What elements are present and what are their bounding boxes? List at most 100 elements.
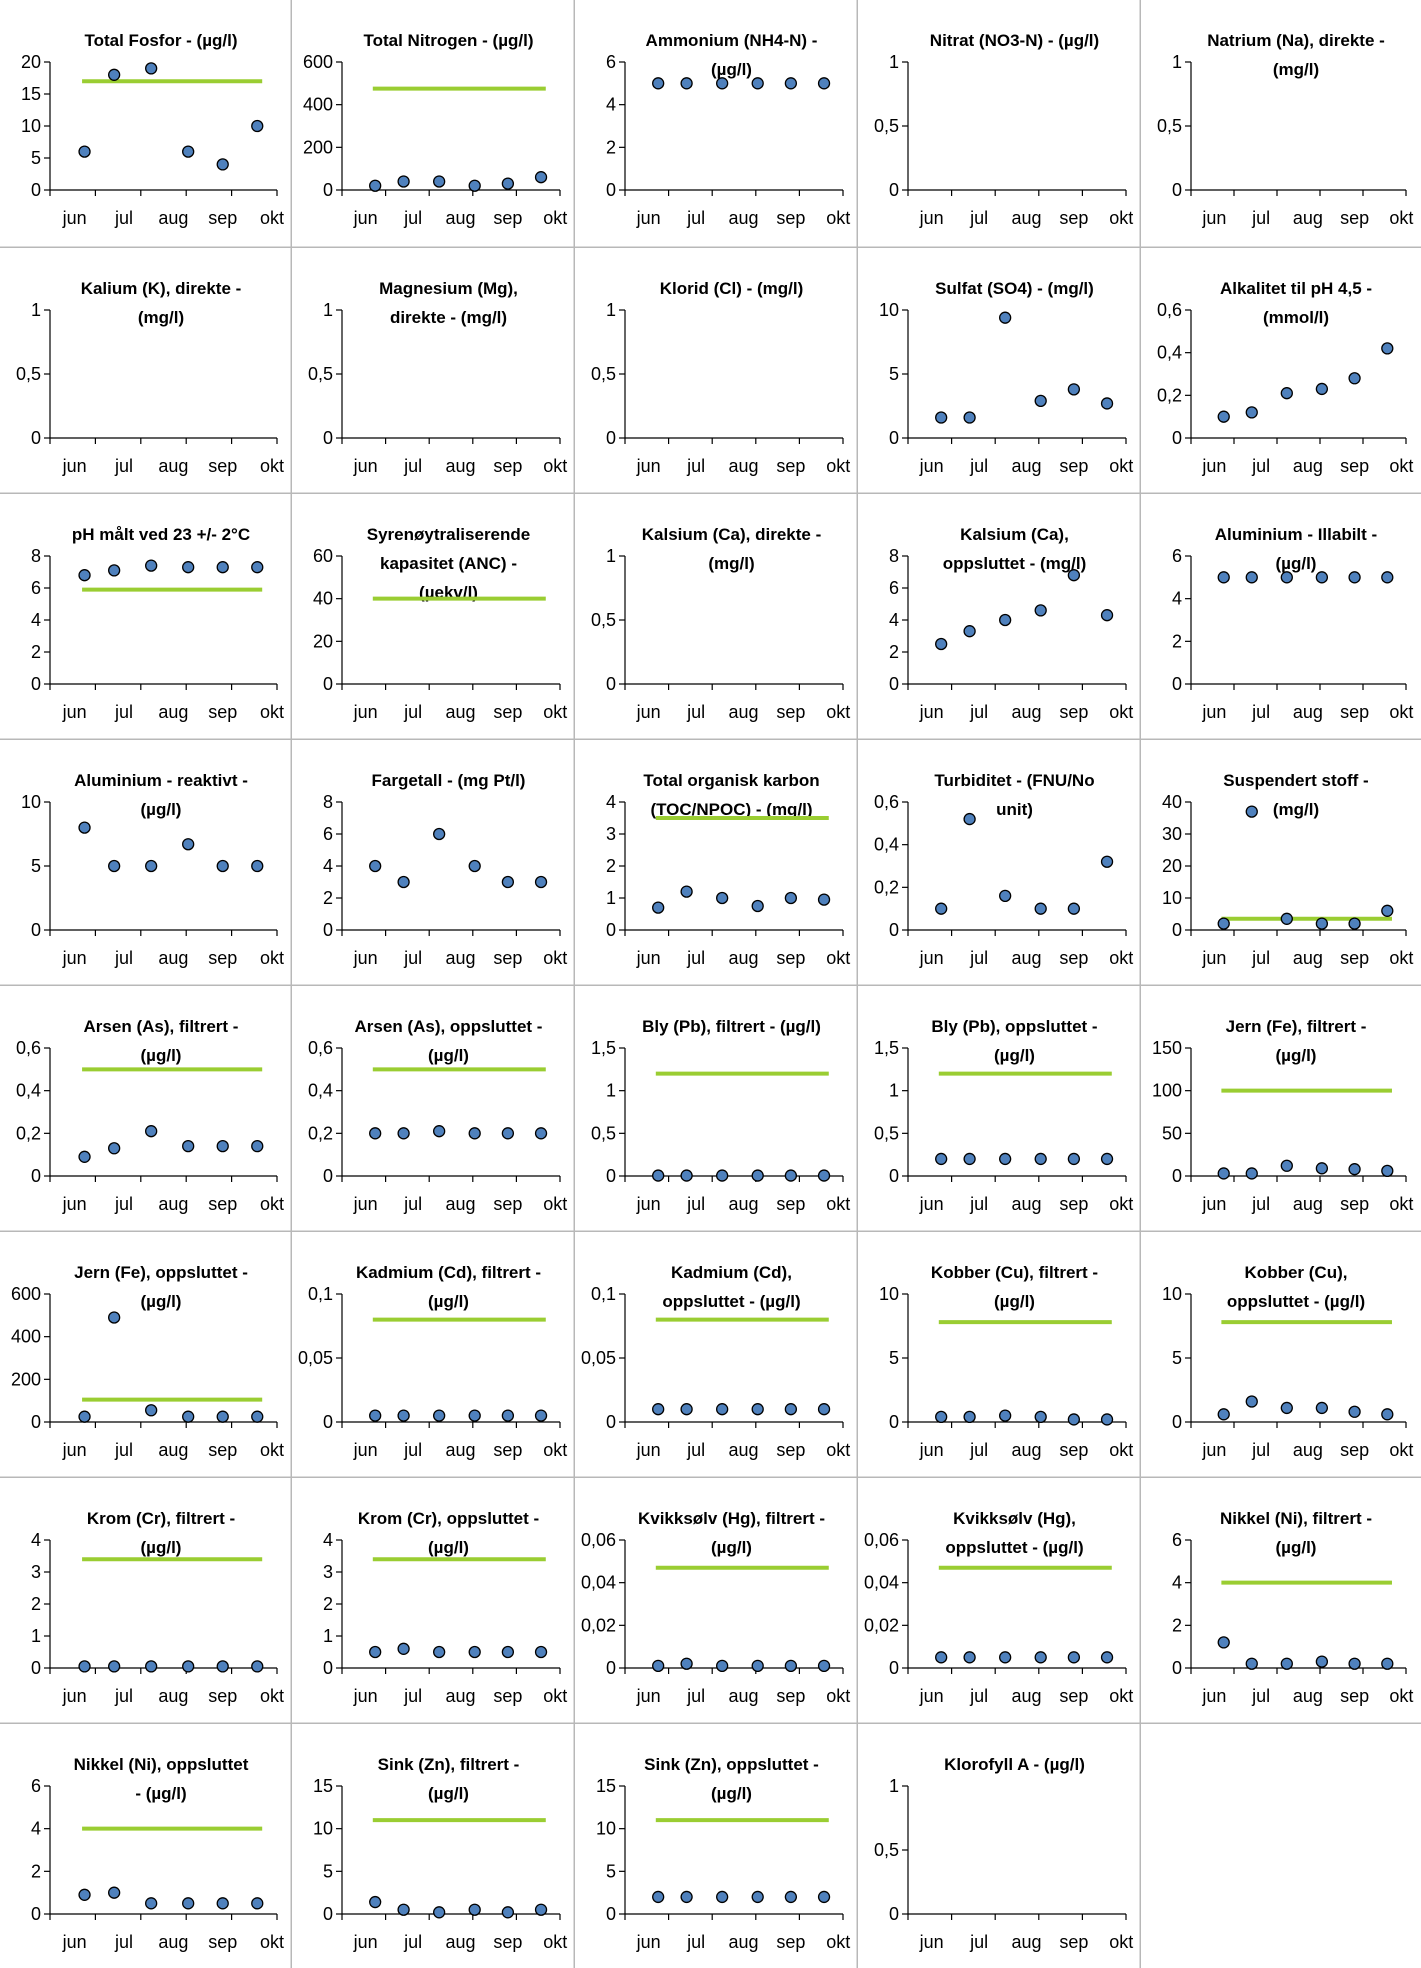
chart-panel-14: Aluminium - Illabilt -(µg/l) 0 2 4 6 jun jul au… bbox=[1141, 525, 1421, 740]
y-tick-label: 0,5 bbox=[591, 1123, 616, 1143]
data-point bbox=[78, 1150, 91, 1163]
x-tick-label-sep: sep bbox=[1059, 1440, 1088, 1460]
data-point bbox=[817, 77, 831, 90]
x-tick-label-jul: jul bbox=[1251, 702, 1270, 722]
chart-title: Sink (Zn), oppsluttet -(µg/l) bbox=[644, 1755, 819, 1803]
y-tick-label: 0 bbox=[323, 180, 333, 200]
y-tick-label: 0 bbox=[1172, 1658, 1182, 1678]
data-point bbox=[369, 859, 382, 873]
data-point bbox=[216, 1897, 229, 1910]
y-tick-label: 0,6 bbox=[1157, 300, 1182, 320]
y-tick-label: 0,4 bbox=[1157, 343, 1182, 363]
chart-panel-21: Arsen (As), oppsluttet -(µg/l) 0 0,2 0,4 0,6… bbox=[292, 986, 575, 1232]
y-tick-label: 2 bbox=[31, 1594, 41, 1614]
x-tick-label-aug: aug bbox=[1293, 702, 1323, 722]
x-tick-label-jun: jun bbox=[919, 1932, 944, 1952]
x-tick-label-jul: jul bbox=[1251, 1194, 1270, 1214]
data-point bbox=[216, 1410, 229, 1423]
y-tick-label: 4 bbox=[1172, 1573, 1182, 1593]
y-tick-label: 0,05 bbox=[581, 1348, 616, 1368]
chart-title: Sulfat (SO4) - (mg/l) bbox=[935, 279, 1094, 298]
x-tick-label-jul: jul bbox=[403, 702, 422, 722]
data-point bbox=[182, 1897, 195, 1910]
y-tick-label: 10 bbox=[879, 300, 899, 320]
data-point bbox=[1034, 902, 1047, 915]
x-tick-label-okt: okt bbox=[260, 208, 284, 228]
data-point bbox=[145, 1125, 158, 1138]
x-tick-label-aug: aug bbox=[1011, 456, 1041, 476]
x-tick-label-okt: okt bbox=[826, 1686, 850, 1706]
x-tick-label-jun: jun bbox=[919, 1440, 944, 1460]
chart-title: Bly (Pb), filtrert - (µg/l) bbox=[642, 1017, 821, 1036]
x-tick-label-jun: jun bbox=[353, 1932, 378, 1952]
x-tick-label-sep: sep bbox=[1059, 1686, 1088, 1706]
x-tick-label-aug: aug bbox=[445, 208, 475, 228]
data-point bbox=[652, 901, 665, 914]
y-tick-label: 10 bbox=[596, 1819, 616, 1839]
data-point bbox=[1348, 571, 1361, 584]
x-tick-label-jul: jul bbox=[114, 1194, 133, 1214]
y-tick-label: 1,5 bbox=[874, 1038, 899, 1058]
x-tick-label-jun: jun bbox=[62, 208, 87, 228]
data-point bbox=[433, 1906, 446, 1919]
x-tick-label-okt: okt bbox=[260, 1194, 284, 1214]
data-point bbox=[680, 1403, 693, 1416]
x-tick-label-okt: okt bbox=[260, 456, 284, 476]
data-point bbox=[108, 1311, 121, 1324]
chart-panel-7: Klorid (Cl) - (mg/l) 0 0,5 1 jun jul aug sep okt bbox=[575, 248, 858, 494]
y-tick-label: 0,4 bbox=[16, 1081, 41, 1101]
y-tick-label: 6 bbox=[31, 1776, 41, 1796]
x-tick-label-okt: okt bbox=[826, 948, 850, 968]
y-tick-label: 0 bbox=[323, 1166, 333, 1186]
x-tick-label-jun: jun bbox=[353, 948, 378, 968]
chart-title: Nikkel (Ni), oppsluttet - (µg/l) bbox=[74, 1755, 249, 1803]
x-tick-label-jun: jun bbox=[62, 1440, 87, 1460]
y-tick-label: 0,5 bbox=[308, 364, 333, 384]
x-tick-label-sep: sep bbox=[493, 208, 522, 228]
data-point bbox=[251, 1410, 264, 1423]
data-point bbox=[999, 1152, 1012, 1166]
chart-title: Kalsium (Ca), direkte -(mg/l) bbox=[642, 525, 822, 573]
data-point bbox=[652, 77, 665, 90]
x-tick-label-okt: okt bbox=[1109, 1932, 1133, 1952]
chart-panel-35: Nikkel (Ni), oppsluttet - (µg/l) 0 2 4 6 jun ju… bbox=[31, 1724, 292, 1968]
x-tick-label-jun: jun bbox=[62, 702, 87, 722]
data-point bbox=[182, 1410, 195, 1423]
data-point bbox=[784, 1659, 798, 1673]
chart-title: Ammonium (NH4-N) -(µg/l) bbox=[646, 31, 818, 79]
x-tick-label-aug: aug bbox=[445, 1440, 475, 1460]
data-point bbox=[78, 821, 91, 834]
x-tick-label-jul: jul bbox=[114, 208, 133, 228]
y-tick-label: 200 bbox=[303, 137, 333, 157]
chart-title: Kvikksølv (Hg), oppsluttet - (µg/l) bbox=[945, 1509, 1083, 1557]
chart-title: Kalsium (Ca), oppsluttet - (mg/l) bbox=[943, 525, 1087, 573]
y-tick-label: 0,5 bbox=[874, 1123, 899, 1143]
x-tick-label-sep: sep bbox=[208, 1932, 237, 1952]
data-point bbox=[433, 827, 446, 841]
data-point bbox=[716, 77, 729, 90]
chart-title: Total Nitrogen - (µg/l) bbox=[363, 31, 533, 50]
x-tick-label-sep: sep bbox=[493, 702, 522, 722]
data-point bbox=[145, 1897, 158, 1910]
x-tick-label-aug: aug bbox=[1011, 948, 1041, 968]
data-point bbox=[182, 838, 195, 851]
data-point bbox=[1245, 1395, 1258, 1408]
x-tick-label-sep: sep bbox=[1340, 702, 1369, 722]
x-tick-label-aug: aug bbox=[728, 1194, 758, 1214]
y-tick-label: 0,6 bbox=[308, 1038, 333, 1058]
y-tick-label: 2 bbox=[606, 856, 616, 876]
x-tick-label-sep: sep bbox=[776, 1194, 805, 1214]
x-tick-label-jun: jun bbox=[1201, 456, 1226, 476]
y-tick-label: 1 bbox=[889, 52, 899, 72]
data-point bbox=[1280, 1159, 1293, 1172]
data-point bbox=[817, 1403, 831, 1416]
x-tick-label-jun: jun bbox=[919, 1686, 944, 1706]
x-tick-label-jul: jul bbox=[969, 456, 988, 476]
y-tick-label: 0 bbox=[323, 1412, 333, 1432]
x-tick-label-jun: jun bbox=[62, 1932, 87, 1952]
x-tick-label-sep: sep bbox=[493, 1194, 522, 1214]
y-tick-label: 10 bbox=[1162, 888, 1182, 908]
y-tick-label: 0 bbox=[1172, 428, 1182, 448]
x-tick-label-jul: jul bbox=[686, 1194, 705, 1214]
y-tick-label: 10 bbox=[313, 1819, 333, 1839]
